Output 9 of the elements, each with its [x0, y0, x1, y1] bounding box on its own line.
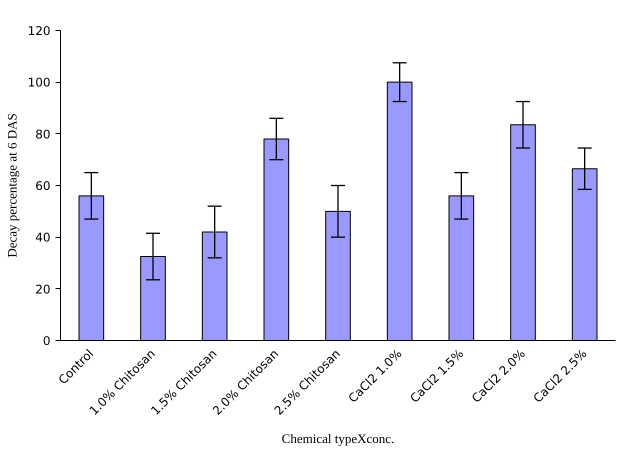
y-tick-label: 0 — [42, 334, 51, 348]
y-tick-label: 20 — [35, 282, 51, 296]
y-tick-label: 60 — [35, 179, 51, 193]
x-axis-title: Chemical typeXconc. — [282, 430, 394, 446]
y-axis-title: Decay percentage at 6 DAS — [4, 113, 20, 258]
y-tick-label: 80 — [35, 127, 51, 142]
y-tick-label: 120 — [28, 24, 50, 38]
y-tick-label: 40 — [35, 230, 51, 245]
y-tick-label: 100 — [28, 76, 50, 90]
